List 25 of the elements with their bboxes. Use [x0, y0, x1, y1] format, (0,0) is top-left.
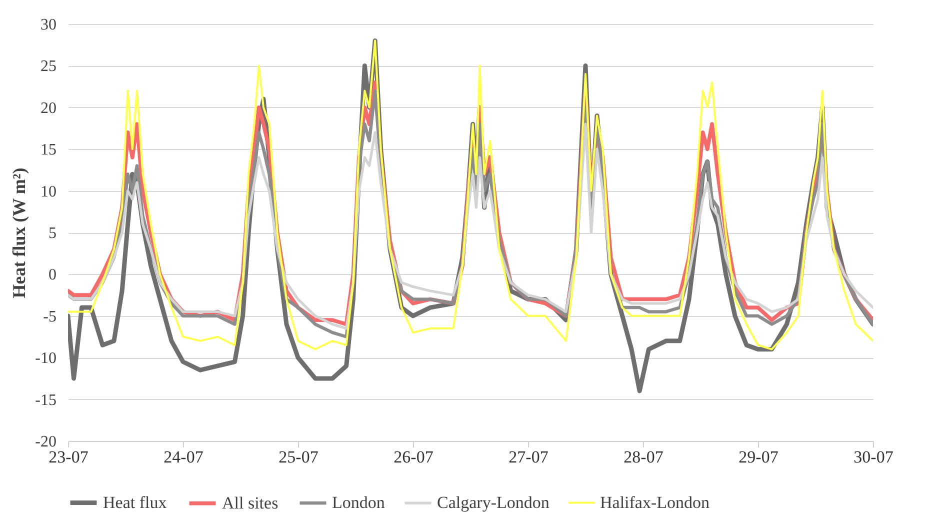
legend-label: Heat flux: [103, 492, 168, 512]
y-tick-label: -10: [35, 350, 56, 368]
y-axis-title: Heat flux (W m²): [9, 168, 30, 298]
x-tick-label: 27-07: [508, 448, 549, 466]
y-tick-label: 20: [40, 100, 56, 117]
x-tick-label: 30-07: [854, 448, 894, 466]
y-tick-label: -20: [35, 434, 56, 450]
legend-label: Halifax-London: [600, 492, 710, 512]
y-tick-label: 25: [40, 58, 56, 76]
x-tick-label: 29-07: [738, 448, 779, 466]
y-tick-label: 30: [40, 16, 56, 34]
legend-label: London: [332, 493, 386, 512]
x-tick-label: 23-07: [48, 448, 89, 466]
y-tick-label: 10: [40, 183, 56, 200]
legend-label: Calgary-London: [437, 493, 550, 512]
x-tick-label: 26-07: [394, 448, 434, 466]
y-tick-label: 0: [48, 266, 56, 284]
y-tick-label: -15: [35, 392, 56, 409]
y-tick-label: 5: [48, 225, 56, 242]
x-tick-label: 24-07: [164, 448, 204, 466]
legend-label: All sites: [222, 493, 278, 512]
y-tick-label: -5: [43, 308, 56, 326]
y-tick-label: 15: [40, 142, 56, 159]
x-tick-label: 28-07: [624, 448, 664, 466]
x-tick-label: 25-07: [278, 448, 319, 466]
